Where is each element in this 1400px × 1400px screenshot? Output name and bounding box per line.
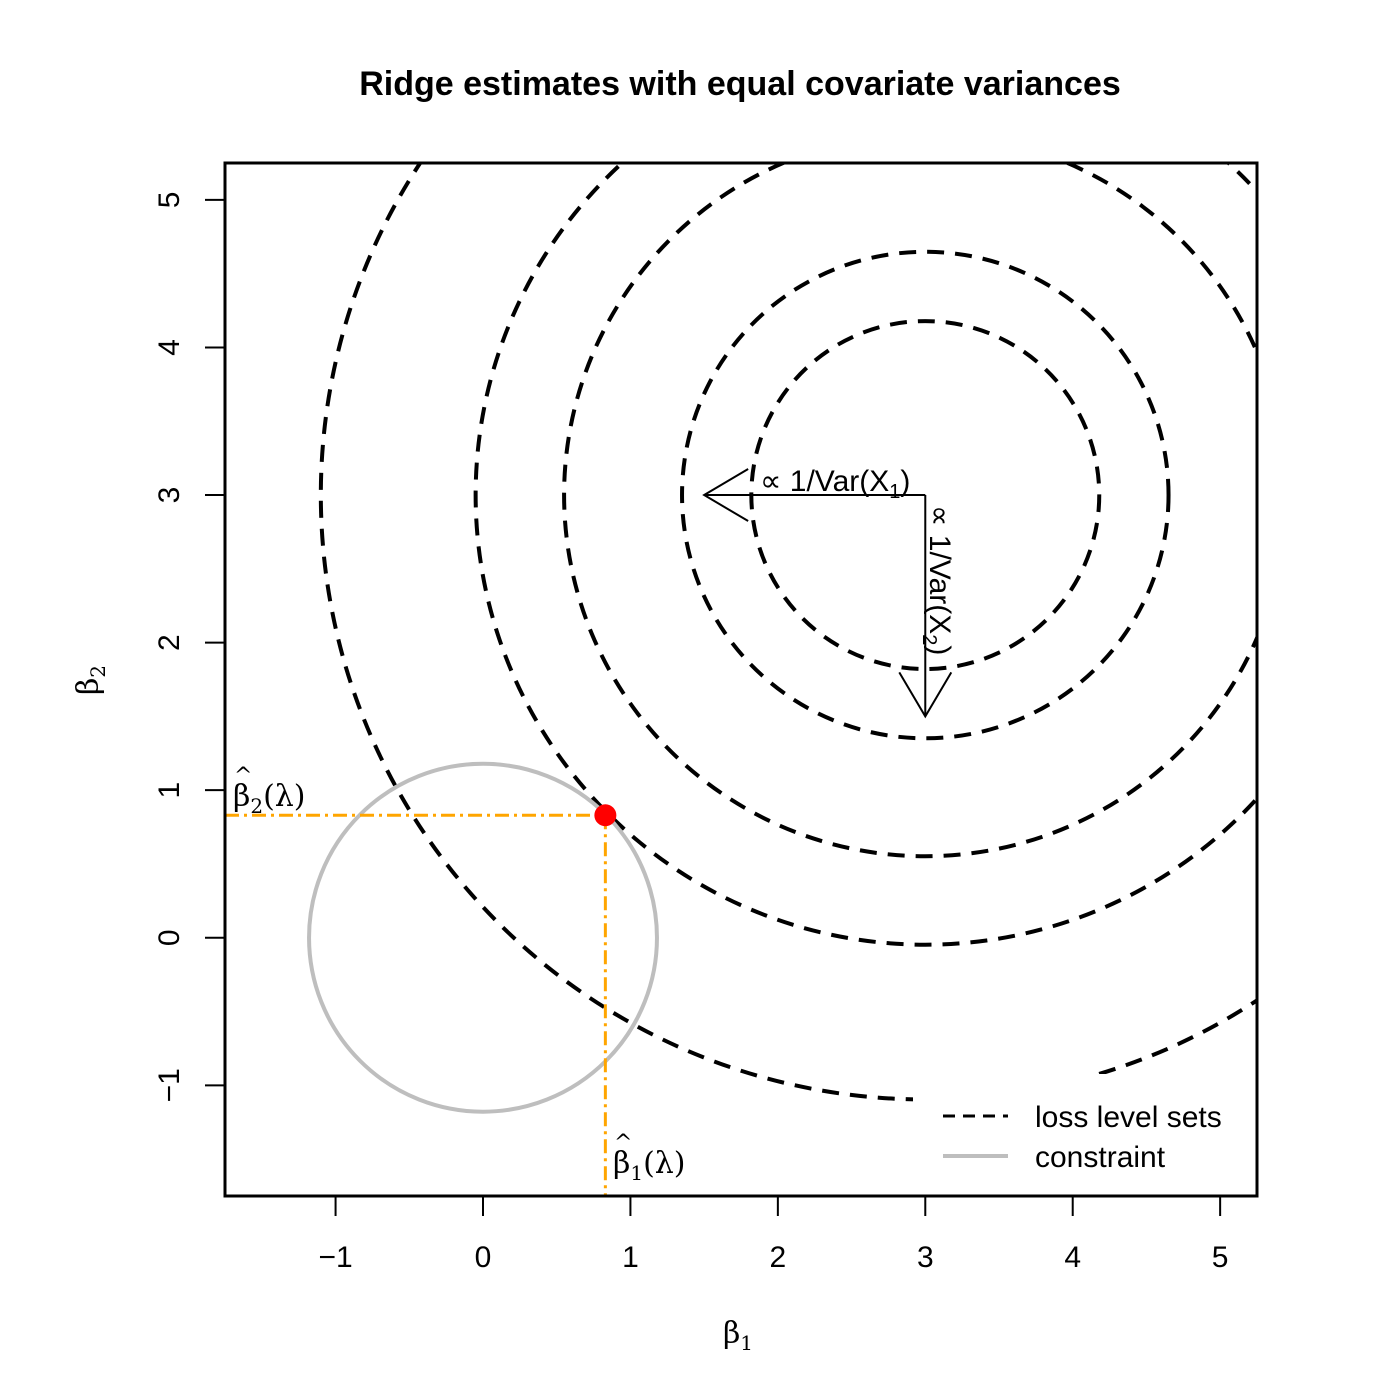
- ridge-estimate-layer: [594, 804, 617, 827]
- x-tick-label: 3: [917, 1241, 934, 1274]
- variance-arrows: [702, 468, 953, 719]
- svg-text:β2(λ): β2(λ): [233, 779, 306, 818]
- y-axis-label: β2: [71, 665, 110, 695]
- legend-label-loss: loss level sets: [1035, 1101, 1222, 1134]
- y-tick-label: 1: [153, 782, 186, 799]
- x-axis-label: β1: [723, 1316, 753, 1355]
- loss-level-set-2: [680, 249, 1171, 741]
- legend-label-constraint: constraint: [1035, 1141, 1166, 1174]
- x-tick-label: 4: [1064, 1241, 1081, 1274]
- var-x2-annotation: ∝ 1/Var(X2): [918, 505, 956, 655]
- constraint-circle: [307, 761, 659, 1114]
- x-tick-label: 5: [1212, 1241, 1229, 1274]
- loss-level-set-3: [562, 163, 1257, 859]
- y-axis: −1 0 1 2 3 4 5: [153, 192, 226, 1102]
- arrow-x2-head-icon: [898, 671, 953, 719]
- x-tick-label: 1: [622, 1241, 639, 1274]
- x-axis: −1 0 1 2 3 4 5: [318, 1195, 1229, 1274]
- arrow-x1-head-icon: [702, 468, 749, 522]
- loss-level-set-4: [473, 163, 1257, 947]
- hat-icon: ^: [234, 764, 252, 789]
- beta1-hat-label: β1(λ) ^: [613, 1131, 686, 1185]
- y-tick-label: 0: [153, 929, 186, 946]
- y-tick-label: −1: [153, 1068, 186, 1102]
- legend-box: [913, 1074, 1255, 1194]
- constraint-layer: [307, 761, 659, 1114]
- x-tick-label: 0: [475, 1241, 492, 1274]
- estimate-guides: [225, 813, 607, 1196]
- y-tick-label: 4: [153, 339, 186, 356]
- loss-level-sets: [319, 163, 1257, 1102]
- y-tick-label: 2: [153, 634, 186, 651]
- var-x1-annotation: ∝ 1/Var(X1): [760, 465, 910, 503]
- ridge-estimate-point: [594, 804, 617, 827]
- y-tick-label: 5: [153, 192, 186, 209]
- y-tick-label: 3: [153, 487, 186, 504]
- svg-text:β1(λ): β1(λ): [613, 1146, 686, 1185]
- legend: loss level sets constraint: [913, 1074, 1255, 1194]
- plot-frame: [223, 161, 1259, 1198]
- x-tick-label: −1: [318, 1241, 352, 1274]
- loss-level-set-5: [319, 163, 1257, 1102]
- x-tick-label: 2: [770, 1241, 787, 1274]
- hat-icon: ^: [614, 1131, 632, 1156]
- beta2-hat-label: β2(λ) ^: [233, 764, 306, 818]
- chart-title: Ridge estimates with equal covariate var…: [359, 65, 1121, 103]
